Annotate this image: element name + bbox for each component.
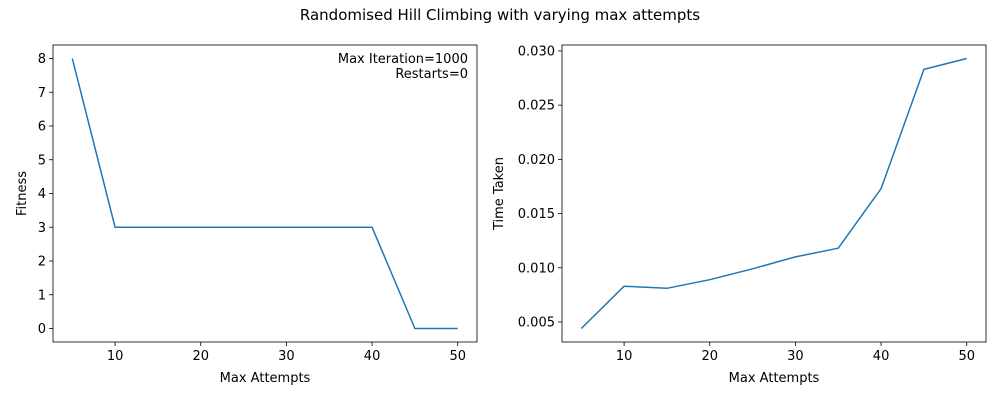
- y-tick-label: 5: [38, 153, 46, 168]
- series-line: [580, 57, 967, 330]
- y-tick-label: 8: [38, 52, 46, 67]
- y-axis-label: Fitness: [15, 171, 30, 216]
- left-chart-fitness: 10 20 30 40 50 0 1 2 3 4 5 6 7 8 Max Attempts Fitness Ma…: [15, 44, 478, 386]
- annotation-text: Restarts=0: [395, 67, 468, 82]
- x-axis-label: Max Attempts: [729, 371, 820, 386]
- y-tick-label: 0.025: [518, 99, 555, 114]
- y-tick-label: 6: [38, 120, 46, 135]
- x-tick-label: 50: [958, 349, 975, 364]
- y-tick-label: 2: [38, 255, 46, 270]
- x-tick-label: 20: [192, 349, 209, 364]
- x-tick-label: 20: [701, 349, 718, 364]
- right-chart-time-taken: 10 20 30 40 50 0.005 0.010 0.015 0.020 0.025 0.030…: [492, 44, 987, 386]
- figure-suptitle: Randomised Hill Climbing with varying ma…: [300, 6, 700, 24]
- series-line: [71, 58, 458, 330]
- y-tick-label: 1: [38, 288, 46, 303]
- y-tick-label: 0.020: [518, 153, 555, 168]
- x-axis-label: Max Attempts: [220, 371, 311, 386]
- y-tick-label: 0.010: [518, 261, 555, 276]
- y-tick-label: 4: [38, 187, 46, 202]
- y-tick-label: 3: [38, 221, 46, 236]
- axes-frame: [561, 44, 987, 343]
- y-axis-label: Time Taken: [492, 157, 507, 231]
- x-tick-label: 40: [364, 349, 381, 364]
- x-tick-label: 30: [278, 349, 295, 364]
- y-tick-label: 0: [38, 322, 46, 337]
- x-tick-label: 10: [616, 349, 633, 364]
- y-tick-label: 0.005: [518, 315, 555, 330]
- x-tick-label: 10: [107, 349, 124, 364]
- axes-frame: [52, 44, 478, 343]
- y-tick-label: 0.030: [518, 44, 555, 59]
- x-tick-label: 30: [787, 349, 804, 364]
- annotation-text: Max Iteration=1000: [338, 52, 468, 67]
- x-tick-label: 50: [449, 349, 466, 364]
- x-tick-label: 40: [873, 349, 890, 364]
- y-tick-label: 7: [38, 86, 46, 101]
- y-tick-label: 0.015: [518, 207, 555, 222]
